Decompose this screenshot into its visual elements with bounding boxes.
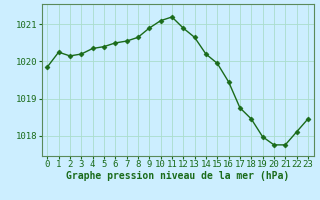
X-axis label: Graphe pression niveau de la mer (hPa): Graphe pression niveau de la mer (hPa) [66, 171, 289, 181]
